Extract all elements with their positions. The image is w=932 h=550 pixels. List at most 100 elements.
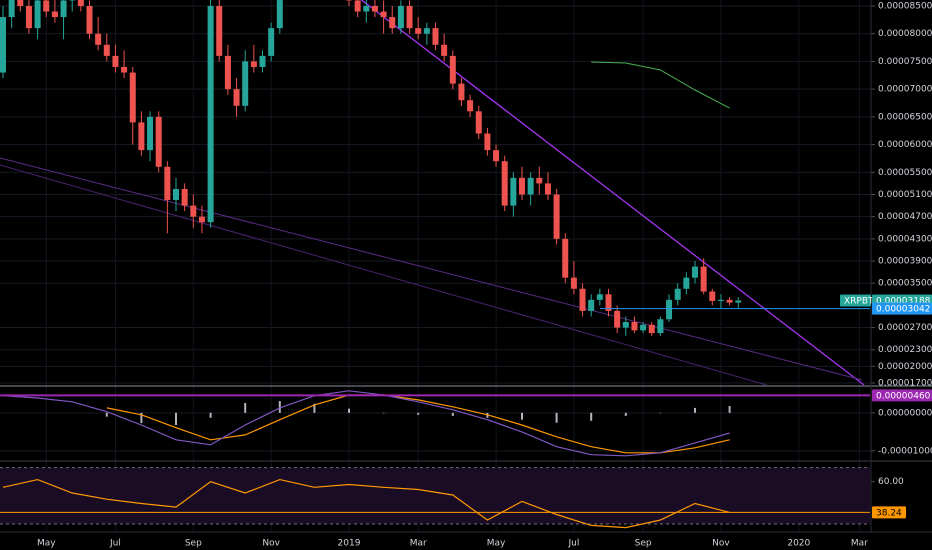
candle-body <box>562 238 569 278</box>
histogram-bar <box>313 403 316 413</box>
candle-body <box>570 277 577 289</box>
candle-body <box>198 216 205 223</box>
badge-label: XRPBTC <box>844 297 879 307</box>
x-tick-label: 2019 <box>338 539 361 549</box>
y-tick-label: 0.00007500 <box>878 57 932 67</box>
histogram-bar <box>209 412 212 418</box>
histogram-bar <box>728 406 731 413</box>
histogram-bar <box>451 412 454 416</box>
candle-body <box>112 55 119 67</box>
x-tick-label: Sep <box>185 539 202 549</box>
candle-body <box>224 55 231 90</box>
candle-body <box>484 133 491 151</box>
price-pane <box>0 0 870 385</box>
candle-body <box>726 299 733 303</box>
histogram-bar <box>244 402 247 413</box>
candle-body <box>129 72 136 123</box>
candle-body <box>423 28 430 34</box>
histogram-bar <box>521 412 523 420</box>
candle-body <box>60 0 67 18</box>
y-tick-label: 0.00003900 <box>878 257 932 267</box>
histogram-bar <box>694 407 696 413</box>
candle-body <box>233 89 240 106</box>
candle-body <box>519 177 525 195</box>
candle-body <box>441 44 448 56</box>
trend-line <box>360 0 865 385</box>
candle-body <box>164 166 171 201</box>
rsi-line <box>2 478 730 529</box>
histogram-bar <box>382 412 385 414</box>
x-tick-label: Nov <box>262 539 280 549</box>
candle-body <box>181 188 188 206</box>
histogram-bar <box>555 412 558 423</box>
candle-body <box>415 28 422 34</box>
candle-body <box>622 322 629 328</box>
badge-label: 0.00003188 <box>876 297 931 307</box>
candle-body <box>0 17 6 73</box>
candle-body <box>250 61 257 67</box>
candle-body <box>363 5 370 12</box>
candle-body <box>25 5 32 29</box>
candle-body <box>103 44 110 56</box>
badge-label: 38.24 <box>876 508 902 518</box>
candle-body <box>242 61 249 106</box>
rsi-pane <box>0 467 870 529</box>
price-badge <box>872 389 932 402</box>
candle-body <box>501 161 508 206</box>
y-tick-label: 0.00008500 <box>878 1 932 11</box>
candle-body <box>380 11 387 18</box>
candle-body <box>717 299 724 301</box>
candle-body <box>666 299 673 320</box>
candle-body <box>467 100 474 112</box>
x-tick-label: 2020 <box>787 539 810 549</box>
candle-body <box>95 33 102 45</box>
histogram-bar <box>659 412 662 414</box>
rsi-band <box>0 467 870 524</box>
y-tick-label: 0.00004700 <box>878 212 932 222</box>
candle-body <box>51 11 58 18</box>
histogram-bar <box>278 401 281 413</box>
candle-body <box>596 294 603 300</box>
y-tick-label: 0.00002700 <box>878 323 932 333</box>
candle-body <box>709 291 716 301</box>
candle-body <box>43 0 50 12</box>
macd-pane <box>0 390 870 457</box>
candle-body <box>397 5 404 29</box>
candle-body <box>276 0 283 29</box>
candle-body <box>493 150 500 162</box>
y-tick-label: 0.00002300 <box>878 345 932 355</box>
y-tick-label: -0.00001000 <box>878 446 932 456</box>
candle-body <box>268 28 275 56</box>
y-tick-label: 0.00002000 <box>878 362 932 372</box>
candle-body <box>86 5 93 34</box>
histogram-bar <box>140 412 143 424</box>
price-badge <box>872 506 906 519</box>
candle-body <box>458 83 465 101</box>
candle-body <box>527 177 534 195</box>
candle-body <box>147 116 154 151</box>
x-tick-label: Mar <box>410 539 427 549</box>
macd-line <box>2 390 730 457</box>
candle-body <box>8 0 15 18</box>
candle-body <box>475 111 482 134</box>
candle-body <box>614 310 621 328</box>
candle-body <box>216 5 223 56</box>
y-tick-label: 0.00003500 <box>878 279 932 289</box>
badge-label: 0.00003042 <box>876 305 930 315</box>
x-tick-label: Jul <box>567 539 579 549</box>
candle-body <box>77 0 84 6</box>
candle-body <box>536 177 543 184</box>
x-tick-label: Sep <box>635 539 652 549</box>
candle-body <box>605 294 612 311</box>
y-tick-label: 0.00007000 <box>878 85 932 95</box>
candle-body <box>544 183 551 195</box>
candle-body <box>259 55 266 67</box>
candle-body <box>34 0 41 29</box>
candle-body <box>207 5 214 223</box>
candle-body <box>432 28 439 45</box>
candle-body <box>588 299 595 311</box>
candle-body <box>657 319 664 334</box>
signal-line <box>106 394 730 454</box>
candle-body <box>389 17 396 29</box>
